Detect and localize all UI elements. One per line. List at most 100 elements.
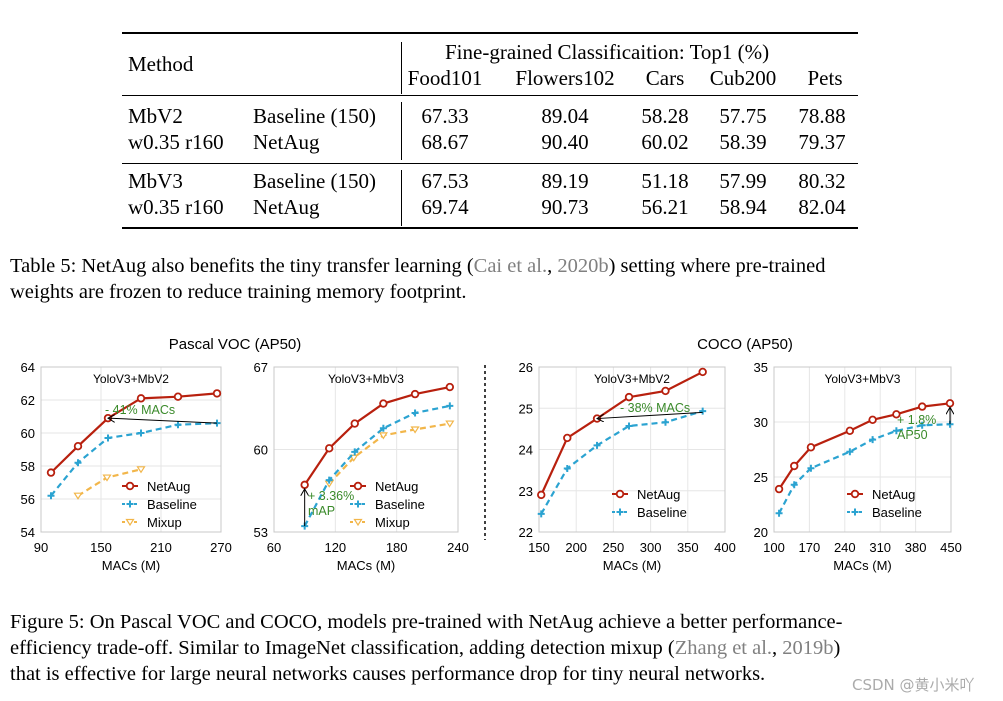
- baseline-point: [446, 402, 454, 410]
- value-cell: 67.53: [421, 169, 469, 193]
- mixup-point: [353, 518, 363, 527]
- baseline-point: [563, 464, 571, 472]
- y-tick-label: 35: [754, 360, 768, 375]
- x-tick-label: 240: [447, 540, 469, 555]
- annotation-text: + 1.8%: [897, 413, 936, 427]
- y-tick-label: 23: [519, 484, 533, 499]
- baseline-point: [411, 409, 419, 417]
- x-tick-label: 350: [677, 540, 699, 555]
- citation-link[interactable]: 2019b: [782, 637, 834, 659]
- value-cell: 57.75: [719, 104, 767, 128]
- x-tick-label: 300: [640, 540, 662, 555]
- baseline-line: [303, 404, 451, 527]
- column-header: Pets: [807, 66, 843, 90]
- baseline-line: [540, 410, 703, 515]
- baseline-line: [778, 423, 951, 514]
- value-cell: 78.88: [798, 104, 846, 128]
- model-name: MbV2: [128, 104, 183, 128]
- caption-text: weights are frozen to reduce training me…: [10, 281, 467, 303]
- baseline-line: [50, 422, 218, 497]
- value-cell: 90.40: [541, 130, 589, 154]
- value-cell: 67.33: [421, 104, 469, 128]
- table-bottom-rule: [122, 227, 858, 229]
- baseline-point: [137, 429, 145, 437]
- y-tick-label: 30: [754, 415, 768, 430]
- baseline-point: [851, 508, 859, 516]
- chart-2: 150 200 250 300 350 400 22 23 24 25 26 YoloV3+MbV2 M…: [519, 360, 736, 573]
- x-tick-label: 400: [714, 540, 736, 555]
- x-tick-label: 380: [905, 540, 927, 555]
- y-tick-label: 26: [519, 360, 533, 375]
- netaug-point: [300, 480, 309, 490]
- netaug-point: [945, 399, 955, 408]
- netaug-point: [353, 481, 363, 491]
- method-cell: NetAug: [253, 130, 320, 154]
- baseline-point: [846, 448, 854, 456]
- group-title-voc: Pascal VOC (AP50): [169, 336, 302, 353]
- citation-link[interactable]: Cai et al.: [473, 255, 548, 277]
- caption-text: efficiency trade-off. Similar to ImageNe…: [10, 637, 675, 659]
- citation-link[interactable]: Zhang et al.: [674, 637, 773, 659]
- caption-text: ,: [772, 637, 783, 659]
- value-cell: 90.73: [541, 195, 589, 219]
- table-divider: [401, 170, 402, 226]
- baseline-point: [537, 510, 545, 518]
- value-cell: 56.21: [641, 195, 689, 219]
- y-tick-label: 67: [254, 360, 268, 375]
- value-cell: 89.19: [541, 169, 589, 193]
- citation-link[interactable]: 2020b: [557, 255, 609, 277]
- baseline-point: [104, 434, 112, 442]
- netaug-point: [350, 419, 359, 428]
- value-cell: 89.04: [541, 104, 589, 128]
- chart-title: YoloV3+MbV2: [93, 372, 169, 386]
- mixup-point: [410, 426, 420, 434]
- x-tick-label: 240: [834, 540, 856, 555]
- mixup-point: [136, 466, 146, 474]
- netaug-point: [46, 468, 56, 477]
- baseline-point: [351, 448, 359, 456]
- netaug-point: [379, 399, 388, 408]
- model-name: w0.35 r160: [128, 130, 224, 154]
- legend-label: NetAug: [147, 479, 190, 494]
- model-name: MbV3: [128, 169, 183, 193]
- model-name: w0.35 r160: [128, 195, 224, 219]
- netaug-point: [790, 461, 799, 471]
- netaug-point: [563, 433, 572, 443]
- legend-label: Baseline: [872, 505, 922, 520]
- caption-text: ) setting where pre-trained: [608, 255, 826, 277]
- mixup-line: [328, 422, 451, 485]
- x-tick-label: 210: [150, 540, 172, 555]
- y-tick-label: 60: [254, 443, 268, 458]
- netaug-point: [615, 489, 625, 499]
- table-divider: [401, 102, 402, 160]
- column-header: Food101: [407, 66, 483, 90]
- baseline-point: [174, 421, 182, 429]
- x-tick-label: 60: [267, 540, 281, 555]
- baseline-point: [892, 427, 900, 435]
- value-cell: 79.37: [798, 130, 846, 154]
- value-cell: 58.39: [719, 130, 767, 154]
- netaug-point: [136, 394, 146, 403]
- x-axis-label: MACs (M): [102, 558, 161, 573]
- value-cell: 58.28: [641, 104, 689, 128]
- x-tick-label: 200: [565, 540, 587, 555]
- netaug-point: [445, 382, 455, 392]
- mixup-point: [73, 492, 83, 500]
- method-header: Method: [128, 52, 194, 76]
- table-divider: [401, 42, 402, 94]
- netaug-point: [661, 386, 670, 396]
- mixup-point: [445, 420, 455, 428]
- netaug-point: [73, 442, 83, 451]
- netaug-point: [845, 426, 855, 435]
- x-tick-label: 100: [763, 540, 785, 555]
- netaug-point: [325, 444, 334, 453]
- netaug-point: [917, 402, 927, 411]
- baseline-point: [807, 464, 815, 472]
- column-header: Flowers102: [515, 66, 615, 90]
- x-tick-label: 170: [799, 540, 821, 555]
- y-tick-label: 60: [21, 426, 35, 441]
- x-axis-label: MACs (M): [337, 558, 396, 573]
- legend-label: Baseline: [147, 497, 197, 512]
